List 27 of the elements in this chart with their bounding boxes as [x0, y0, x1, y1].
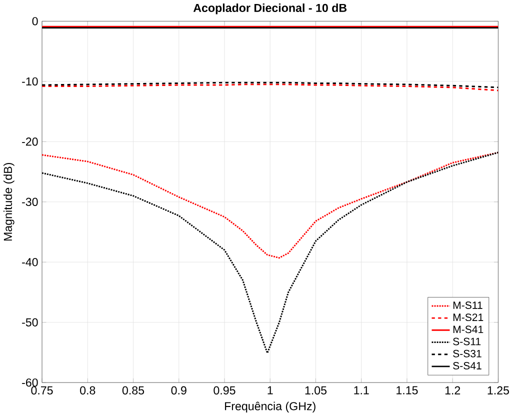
- y-tick-label: -60: [22, 378, 38, 387]
- y-tick-label: 0: [32, 17, 38, 26]
- legend-label: S-S41: [453, 362, 482, 370]
- y-tick-label: -40: [22, 258, 38, 266]
- x-tick-label: 1.2: [445, 386, 460, 394]
- legend-label: M-S21: [453, 314, 484, 322]
- x-tick-label: 0.85: [122, 386, 144, 394]
- legend-label: M-S11: [453, 301, 482, 309]
- legend-label: S-S11: [453, 338, 481, 346]
- x-tick-label: 1.15: [396, 386, 418, 394]
- x-tick-label: 0.9: [171, 386, 186, 394]
- y-tick-label: -10: [22, 77, 38, 86]
- x-tick-label: 1.25: [488, 386, 509, 394]
- x-tick-label: 0.8: [80, 386, 96, 394]
- x-tick-label: 0.95: [214, 386, 236, 394]
- y-tick-label: -50: [22, 318, 38, 326]
- legend-label: S-S31: [453, 350, 482, 358]
- x-tick-label: 1.05: [305, 386, 327, 394]
- y-axis-title: Magnitude (dB): [4, 162, 14, 241]
- x-tick-label: 1: [268, 386, 273, 394]
- x-tick-label: 0.75: [31, 386, 53, 394]
- chart-title: Acoplador Diecional - 10 dB: [193, 3, 347, 14]
- x-axis-title: Frequência (GHz): [225, 402, 316, 413]
- y-tick-label: -20: [22, 138, 38, 146]
- legend-label: M-S41: [453, 326, 484, 334]
- x-tick-label: 1.1: [354, 386, 369, 394]
- y-tick-label: -30: [22, 198, 38, 206]
